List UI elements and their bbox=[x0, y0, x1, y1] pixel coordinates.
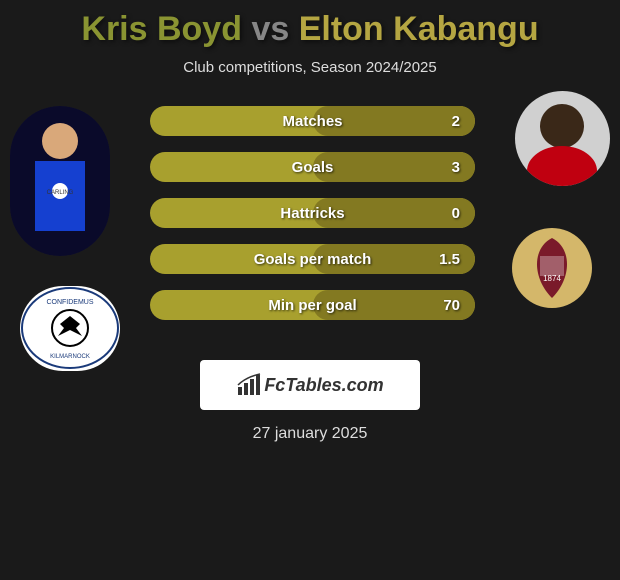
branding-box[interactable]: FcTables.com bbox=[200, 360, 420, 410]
stat-value: 3 bbox=[452, 159, 460, 176]
svg-text:1874: 1874 bbox=[543, 274, 561, 283]
player1-name: Kris Boyd bbox=[81, 10, 242, 48]
vs-text: vs bbox=[251, 10, 289, 48]
player2-name: Elton Kabangu bbox=[299, 10, 539, 48]
stat-value: 1.5 bbox=[439, 251, 460, 268]
stat-value: 0 bbox=[452, 205, 460, 222]
stat-value: 2 bbox=[452, 113, 460, 130]
stat-bar-inner bbox=[313, 152, 476, 182]
date-text: 27 january 2025 bbox=[10, 425, 610, 443]
stat-bar-min-per-goal: Min per goal 70 bbox=[150, 290, 475, 320]
stat-label: Goals bbox=[292, 159, 334, 176]
stat-label: Matches bbox=[282, 113, 342, 130]
stat-label: Hattricks bbox=[280, 205, 344, 222]
stat-bar-matches: Matches 2 bbox=[150, 106, 475, 136]
player2-photo bbox=[515, 91, 610, 186]
stat-bar-goals: Goals 3 bbox=[150, 152, 475, 182]
stat-bar-hattricks: Hattricks 0 bbox=[150, 198, 475, 228]
stat-label: Min per goal bbox=[268, 297, 356, 314]
subtitle: Club competitions, Season 2024/2025 bbox=[10, 59, 610, 76]
stat-label: Goals per match bbox=[254, 251, 372, 268]
team1-logo: CONFIDEMUS KILMARNOCK bbox=[20, 286, 120, 371]
svg-text:KILMARNOCK: KILMARNOCK bbox=[50, 354, 90, 360]
player1-photo: CARLING bbox=[10, 106, 110, 256]
svg-text:CARLING: CARLING bbox=[47, 190, 74, 196]
svg-text:CONFIDEMUS: CONFIDEMUS bbox=[46, 299, 93, 306]
comparison-widget: Kris Boyd vs Elton Kabangu Club competit… bbox=[0, 0, 620, 453]
stats-area: CARLING CONFIDEMUS KILMARNOCK bbox=[10, 106, 610, 320]
chart-icon bbox=[236, 373, 264, 397]
stat-bar-goals-per-match: Goals per match 1.5 bbox=[150, 244, 475, 274]
stat-value: 70 bbox=[443, 297, 460, 314]
stat-bars: Matches 2 Goals 3 Hattricks 0 Goals per … bbox=[150, 106, 475, 320]
team2-logo: 1874 bbox=[510, 226, 595, 311]
page-title: Kris Boyd vs Elton Kabangu bbox=[10, 10, 610, 49]
branding-text: FcTables.com bbox=[264, 375, 383, 396]
